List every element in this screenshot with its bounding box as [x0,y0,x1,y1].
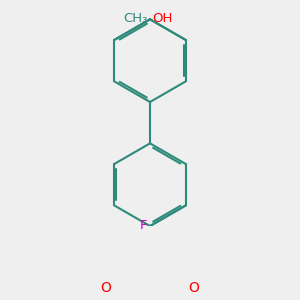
Text: O: O [189,281,200,295]
Text: CH₃: CH₃ [124,12,148,25]
Text: OH: OH [152,12,172,25]
Text: F: F [140,219,147,232]
Text: O: O [100,281,111,295]
